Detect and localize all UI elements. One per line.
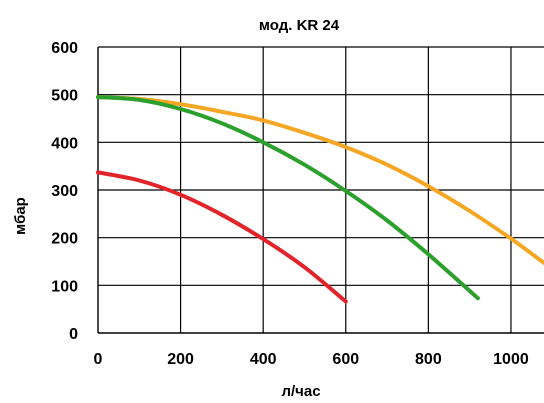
y-tick-label-0: 0 <box>69 326 78 343</box>
y-tick-label-600: 600 <box>51 40 78 57</box>
x-tick-label-600: 600 <box>332 351 359 368</box>
chart-title: мод. KR 24 <box>259 17 340 34</box>
y-tick-label-500: 500 <box>51 88 78 105</box>
y-tick-label-100: 100 <box>51 278 78 295</box>
x-tick-label-400: 400 <box>250 351 277 368</box>
grid <box>97 46 544 334</box>
x-tick-label-1000: 1000 <box>493 351 529 368</box>
x-tick-label-200: 200 <box>167 351 194 368</box>
series-group <box>96 95 544 304</box>
y-tick-label-400: 400 <box>51 135 78 152</box>
series-line-3 <box>96 170 348 304</box>
y-axis-label: мбар <box>12 197 29 235</box>
series-line-2 <box>96 95 480 301</box>
tick-labels: 0 100 200 300 400 500 600 0 200 400 600 800 1000 <box>51 40 529 368</box>
y-tick-label-300: 300 <box>51 183 78 200</box>
y-tick-label-200: 200 <box>51 231 78 248</box>
x-axis-label: л/час <box>281 383 320 400</box>
x-tick-label-0: 0 <box>94 351 103 368</box>
series-line-1 <box>96 95 544 265</box>
x-tick-label-800: 800 <box>415 351 442 368</box>
